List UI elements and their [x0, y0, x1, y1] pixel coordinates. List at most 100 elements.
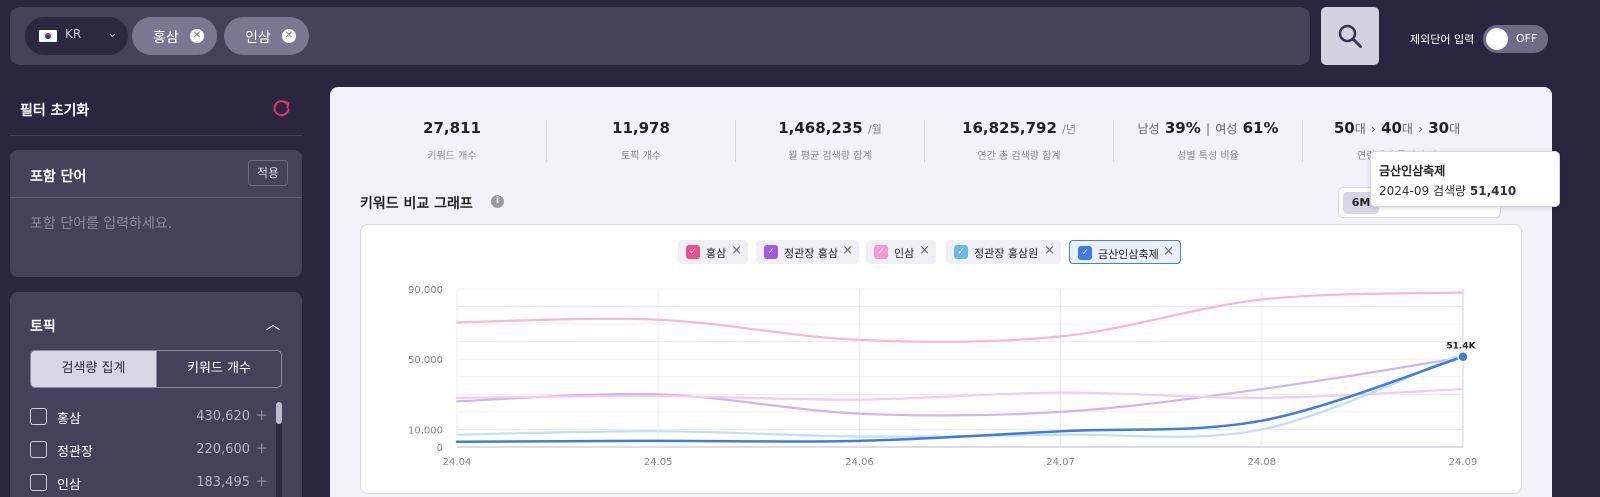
include-divider — [10, 197, 302, 198]
topic-row[interactable]: 인삼 183,495 + — [30, 468, 272, 497]
remove-keyword-icon[interactable]: ✕ — [282, 29, 296, 43]
keyword-chip[interactable]: 인삼 ✕ — [224, 17, 309, 55]
search-button[interactable] — [1321, 7, 1379, 65]
stat-separator — [735, 120, 736, 162]
legend-chip[interactable]: ✓ 홍삼 × — [678, 240, 748, 264]
age-unit: 대 — [1354, 122, 1366, 136]
tooltip-date: 2024-09 — [1379, 184, 1430, 198]
legend-label: 정관장 홍삼 — [784, 247, 839, 260]
series-line — [455, 356, 1465, 417]
x-tick-label: 24.04 — [443, 457, 472, 468]
topic-scrollbar[interactable] — [276, 402, 282, 497]
legend-label: 금산인삼축제 — [1098, 248, 1159, 261]
keyword-chip[interactable]: 홍삼 ✕ — [132, 17, 217, 55]
korea-flag-icon — [39, 30, 57, 42]
series-line — [455, 387, 1465, 401]
remove-series-icon[interactable]: × — [1163, 244, 1174, 259]
info-icon[interactable]: i — [491, 195, 504, 208]
data-point-label: 51.4K — [1446, 342, 1476, 352]
stat-value: 27,811 — [423, 119, 481, 137]
scrollbar-thumb[interactable] — [276, 402, 282, 424]
legend-label: 인삼 — [894, 247, 915, 260]
check-icon[interactable]: ✓ — [686, 245, 700, 259]
country-selector[interactable]: KR ⌄ — [25, 17, 128, 55]
x-tick-label: 24.09 — [1449, 457, 1478, 468]
search-icon — [1338, 24, 1362, 48]
remove-keyword-icon[interactable]: ✕ — [190, 29, 204, 43]
tooltip-metric: 검색량 — [1432, 184, 1467, 198]
remove-series-icon[interactable]: × — [842, 243, 853, 258]
legend-chip[interactable]: ✓ 정관장 홍삼원 × — [946, 240, 1061, 264]
stat-gender-ratio: 남성 39% | 여성 61% 성별 특성 비율 — [1114, 119, 1302, 162]
stat-separator — [924, 120, 925, 162]
topic-name: 정관장 — [57, 445, 93, 460]
check-icon[interactable]: ✓ — [954, 245, 968, 259]
y-tick-label: 50,000 — [408, 355, 443, 366]
stat-label: 성별 특성 비율 — [1177, 151, 1239, 162]
data-point — [1457, 350, 1469, 363]
tooltip-series: 금산인삼축제 — [1379, 164, 1446, 178]
keyword-chip-label: 인삼 — [245, 30, 271, 46]
add-icon[interactable]: + — [255, 439, 268, 457]
topic-row[interactable]: 정관장 220,600 + — [30, 435, 272, 465]
series-line — [455, 355, 1465, 443]
chevron-up-icon[interactable]: ︿ — [266, 317, 280, 333]
topic-row[interactable]: 홍삼 430,620 + — [30, 402, 272, 432]
chart-container: ✓ 홍삼 × ✓ 정관장 홍삼 × ✓ 인삼 × ✓ 정관장 홍삼원 × ✓ 금… — [360, 224, 1522, 494]
topic-checkbox[interactable] — [30, 474, 47, 491]
topic-value: 430,620 — [196, 409, 250, 424]
x-tick-label: 24.06 — [845, 457, 874, 468]
sidebar-divider — [10, 135, 302, 136]
add-icon[interactable]: + — [255, 472, 268, 490]
stat-separator — [546, 120, 547, 162]
x-tick-label: 24.08 — [1247, 457, 1276, 468]
female-pct: 61% — [1242, 119, 1279, 137]
stat-value: 11,978 — [612, 119, 670, 137]
refresh-icon[interactable] — [272, 98, 292, 118]
topic-checkbox[interactable] — [30, 441, 47, 458]
include-words-input[interactable]: 포함 단어를 입력하세요. — [30, 216, 173, 232]
female-label: 여성 — [1215, 122, 1238, 136]
y-tick-label: 0 — [437, 443, 443, 454]
check-icon[interactable]: ✓ — [874, 245, 888, 259]
stat-keyword-count: 27,811 키워드 개수 — [358, 119, 546, 162]
seg-search-volume[interactable]: 검색량 집계 — [31, 351, 156, 387]
age-rank-3: 30 — [1428, 119, 1450, 137]
tooltip-value: 51,410 — [1469, 184, 1517, 198]
stat-value: 16,825,792 — [962, 119, 1057, 137]
gender-sep: | — [1205, 122, 1211, 136]
male-label: 남성 — [1137, 122, 1160, 136]
stat-label: 월 평균 검색량 합계 — [788, 151, 872, 162]
tooltip-body: 2024-09 검색량 51,410 — [1379, 182, 1516, 199]
chevron-right-icon: › — [1370, 122, 1376, 136]
check-icon[interactable]: ✓ — [764, 245, 778, 259]
remove-series-icon[interactable]: × — [919, 243, 930, 258]
chevron-down-icon: ⌄ — [107, 26, 118, 41]
age-unit: 대 — [1401, 122, 1413, 136]
topic-sort-segmented: 검색량 집계 키워드 개수 — [30, 350, 282, 388]
toggle-knob — [1486, 28, 1508, 50]
filter-reset-title: 필터 초기화 — [20, 103, 90, 119]
apply-button[interactable]: 적용 — [248, 160, 288, 186]
remove-series-icon[interactable]: × — [1044, 243, 1055, 258]
stat-value: 1,468,235 — [778, 119, 863, 137]
x-tick-label: 24.07 — [1046, 457, 1075, 468]
seg-keyword-count[interactable]: 키워드 개수 — [156, 351, 281, 387]
exclude-words-label: 제외단어 입력 — [1410, 33, 1475, 46]
legend-chip-active[interactable]: ✓ 금산인삼축제 × — [1069, 240, 1181, 264]
x-tick-label: 24.05 — [644, 457, 673, 468]
topic-name: 인삼 — [57, 478, 81, 493]
topic-checkbox[interactable] — [30, 408, 47, 425]
check-icon[interactable]: ✓ — [1078, 246, 1092, 260]
series-line — [455, 291, 1465, 343]
legend-chip[interactable]: ✓ 인삼 × — [866, 240, 936, 264]
main-card: 27,811 키워드 개수 11,978 토픽 개수 1,468,235 /월 … — [330, 87, 1560, 497]
remove-series-icon[interactable]: × — [731, 243, 742, 258]
add-icon[interactable]: + — [255, 406, 268, 424]
exclude-words-toggle[interactable]: OFF — [1483, 25, 1548, 53]
include-words-title: 포함 단어 — [30, 169, 87, 185]
legend-label: 정관장 홍삼원 — [974, 247, 1039, 260]
topic-title: 토픽 — [30, 319, 56, 335]
age-unit: 대 — [1449, 122, 1461, 136]
legend-chip[interactable]: ✓ 정관장 홍삼 × — [756, 240, 859, 264]
